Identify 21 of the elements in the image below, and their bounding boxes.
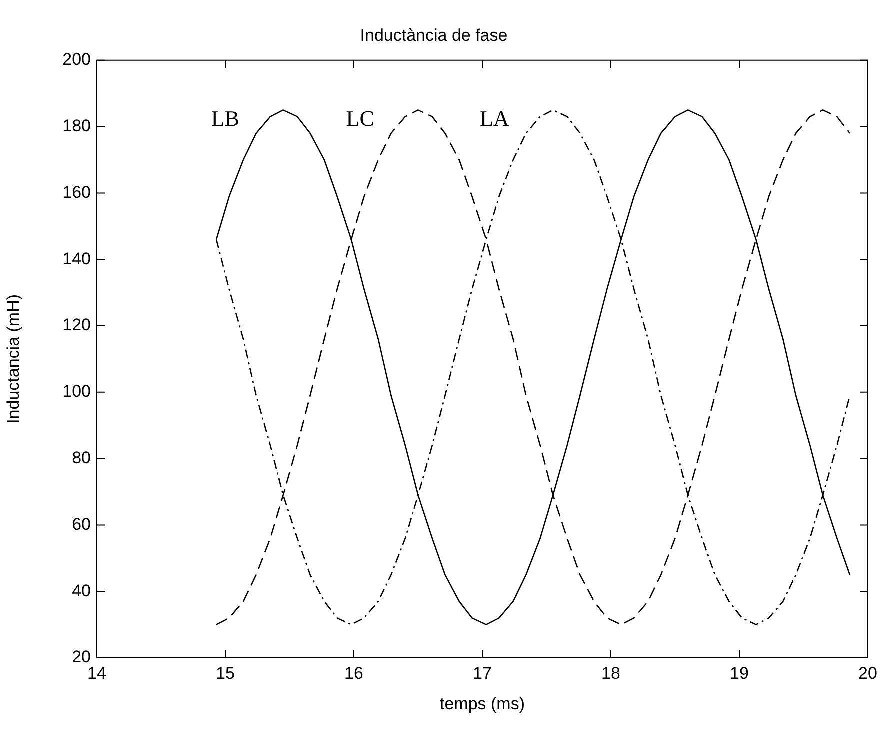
x-tick-label: 20 bbox=[858, 664, 878, 683]
y-tick-label: 140 bbox=[62, 249, 91, 268]
y-tick-label: 40 bbox=[72, 581, 91, 600]
y-tick-label: 180 bbox=[62, 116, 91, 136]
y-axis-title: Inductancia (mH) bbox=[4, 294, 23, 424]
y-tick-label: 100 bbox=[62, 382, 91, 402]
x-tick-label: 18 bbox=[602, 664, 620, 683]
y-tick-label: 120 bbox=[62, 316, 91, 335]
y-tick-label: 80 bbox=[72, 448, 91, 468]
x-tick-label: 15 bbox=[216, 664, 235, 683]
x-tick-label: 16 bbox=[344, 664, 364, 683]
chart-title: Inductància de fase bbox=[360, 26, 508, 45]
series-label: LA bbox=[480, 106, 510, 131]
series-label: LC bbox=[346, 106, 374, 131]
x-axis-title: temps (ms) bbox=[440, 694, 525, 714]
x-tick-label: 19 bbox=[730, 664, 749, 683]
series-label: LB bbox=[211, 106, 240, 131]
y-tick-label: 200 bbox=[62, 50, 91, 70]
y-tick-label: 160 bbox=[62, 182, 91, 202]
y-tick-label: 60 bbox=[72, 514, 91, 534]
x-tick-label: 17 bbox=[473, 664, 492, 683]
